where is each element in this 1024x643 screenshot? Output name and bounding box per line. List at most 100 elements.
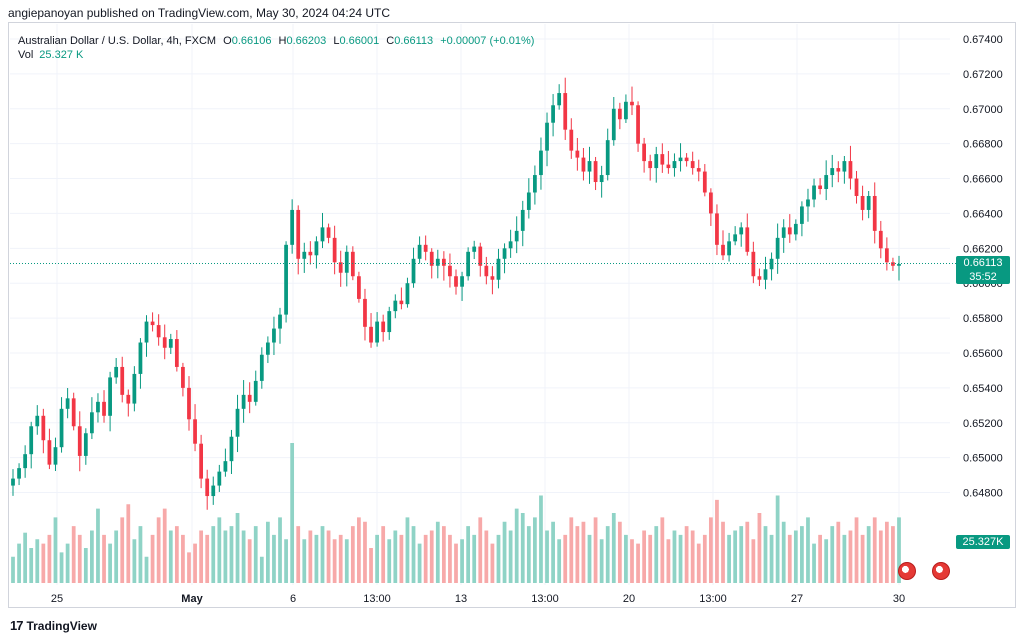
volume-bar [460, 539, 464, 583]
candle-body [187, 387, 191, 420]
volume-bar [666, 539, 671, 583]
candle-body [502, 248, 507, 259]
candle-body [454, 276, 458, 287]
candle-body [441, 258, 446, 266]
candle-body [891, 262, 895, 266]
candle-body [884, 248, 889, 263]
candle-body [363, 298, 367, 327]
volume-bar [17, 543, 21, 583]
candle-body [708, 192, 713, 214]
candle-body [715, 213, 719, 245]
volume-bar [727, 534, 731, 583]
candle-body [812, 185, 816, 200]
candle-body [417, 244, 422, 259]
volume-bar [721, 521, 725, 583]
candle-body [696, 168, 701, 172]
volume-bar [563, 534, 568, 583]
volume-bar [787, 534, 792, 583]
volume-bar [308, 530, 313, 583]
volume-bar [302, 539, 307, 583]
candle-body [745, 227, 750, 252]
volume-bar [108, 543, 112, 583]
volume-bar [800, 526, 804, 583]
y-tick-label: 0.66400 [963, 208, 1003, 220]
us-flag-event-icon[interactable] [898, 562, 916, 580]
volume-bar [41, 543, 46, 583]
candle-body [897, 264, 901, 266]
volume-bar [466, 526, 471, 583]
volume-bar [818, 534, 822, 583]
candle-body [168, 339, 173, 348]
volume-bar [897, 517, 901, 583]
candle-body [690, 161, 695, 169]
current-price-tag: 0.66113 35:52 [956, 256, 1010, 285]
volume-bar [381, 526, 386, 583]
volume-bar [751, 539, 756, 583]
candle-body [326, 227, 331, 238]
y-tick-label: 0.67400 [963, 34, 1003, 46]
volume-bar [168, 530, 173, 583]
volume-bar [490, 543, 495, 583]
candle-body [878, 230, 883, 249]
volume-bar [812, 543, 816, 583]
x-tick-label: 13 [455, 593, 467, 605]
candle-body [411, 258, 416, 284]
bar-countdown: 35:52 [969, 271, 997, 284]
us-flag-event-icon[interactable] [932, 562, 950, 580]
volume-bar [648, 534, 653, 583]
candle-body [672, 161, 677, 169]
x-tick-label: 27 [791, 593, 803, 605]
volume-bar [448, 534, 452, 583]
volume-bar [508, 530, 513, 583]
volume-bar [781, 521, 786, 583]
volume-bar [891, 526, 895, 583]
candle-body [205, 478, 210, 497]
candle-body [29, 426, 34, 455]
volume-bar [624, 534, 628, 583]
candle-body [181, 366, 185, 388]
volume-bar [290, 443, 295, 583]
candle-body [472, 246, 477, 252]
volume-bar [241, 530, 246, 583]
volume-bar [660, 517, 665, 583]
volume-value: 25.327 K [39, 49, 84, 61]
volume-bar [284, 539, 288, 583]
volume-bar [690, 530, 695, 583]
candle-body [108, 377, 112, 416]
y-tick-label: 0.67000 [963, 104, 1003, 116]
candle-body [575, 150, 580, 158]
candle-body [223, 461, 228, 472]
candle-body [648, 161, 653, 169]
volume-bar [47, 534, 52, 583]
candle-body [793, 223, 798, 235]
volume-bar [484, 530, 489, 583]
candle-body [399, 300, 404, 305]
candle-body [265, 342, 270, 355]
y-tick-label: 0.66800 [963, 139, 1003, 151]
candle-body [156, 325, 161, 338]
volume-bar [684, 526, 689, 583]
brand-name: TradingView [26, 618, 97, 633]
candle-body [174, 339, 179, 367]
volume-bar [229, 526, 234, 583]
volume-bar [878, 530, 883, 583]
candle-body [193, 419, 197, 444]
y-tick-label: 0.66200 [963, 243, 1003, 255]
volume-bar [278, 517, 282, 583]
volume-bar [71, 526, 76, 583]
candle-body [733, 234, 738, 242]
volume-bar [235, 513, 240, 583]
candle-body [751, 251, 756, 277]
published-by-text: angiepanoyan published on TradingView.co… [8, 6, 391, 20]
volume-bar [405, 517, 410, 583]
volume-bar [745, 521, 750, 583]
volume-bar [678, 534, 683, 583]
volume-bar [496, 534, 501, 583]
candle-body [872, 195, 877, 231]
volume-bar [350, 526, 355, 583]
x-tick-label: May [181, 593, 203, 605]
candle-body [684, 157, 689, 162]
volume-bar [872, 517, 877, 583]
volume-bar [393, 530, 398, 583]
